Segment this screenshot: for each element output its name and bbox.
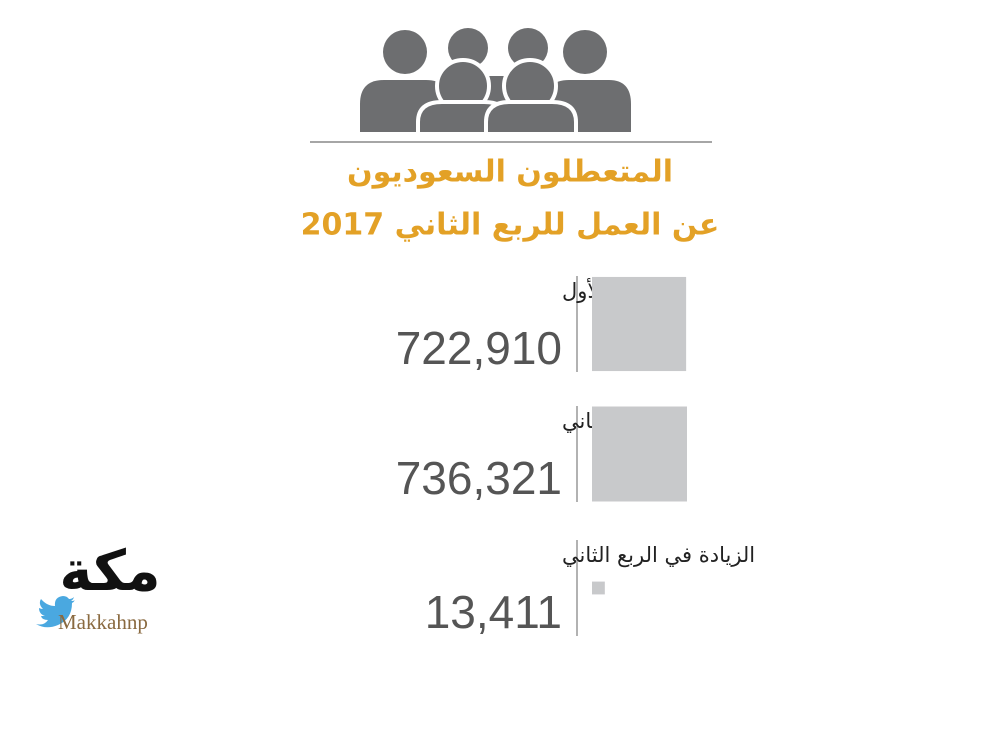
value-label: 736,321 — [396, 452, 562, 504]
value-label: 722,910 — [396, 322, 562, 374]
category-label: الزيادة في الربع الثاني — [562, 543, 755, 567]
square — [592, 406, 687, 502]
logo-handle: Makkahnp — [58, 610, 148, 634]
title-line: المتعطلون السعوديون — [347, 155, 673, 190]
twitter-icon — [36, 596, 75, 628]
logo: مكة Makkahnp — [36, 539, 161, 634]
logo-name: مكة — [59, 539, 160, 604]
people-icon — [360, 28, 631, 136]
title-line: عن العمل للربع الثاني 2017 — [301, 208, 720, 243]
value-label: 13,411 — [425, 586, 562, 638]
square — [592, 276, 687, 372]
square — [592, 581, 605, 595]
